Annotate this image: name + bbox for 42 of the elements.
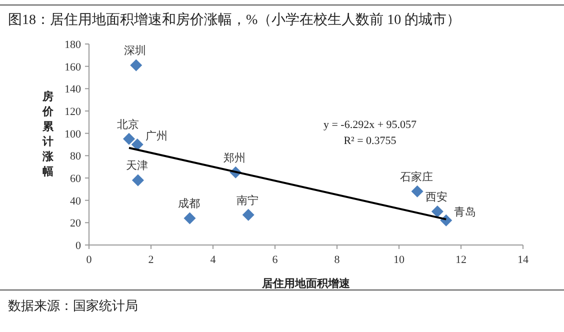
y-tick-label: 0 [76,240,82,252]
annotation: y = -6.292x + 95.057 [323,119,418,131]
x-tick-label: 10 [394,254,405,266]
annotation: 深圳 [124,44,146,58]
annotation: 广州 [145,130,168,142]
y-tick-label: 100 [64,128,82,140]
annotation: 南宁 [236,194,258,207]
x-tick-label: 6 [272,254,278,266]
annotation: 郑州 [224,151,246,164]
y-tick-label: 80 [70,150,82,163]
annotation: 北京 [116,118,139,131]
y-tick-label: 20 [70,218,82,230]
annotation: 成都 [178,197,200,210]
x-tick-label: 2 [148,254,154,266]
point [242,208,254,221]
y-axis-title: 房价累计涨幅 [42,90,54,178]
point [411,185,424,198]
chart-title: 图18：居住用地面积增速和房价涨幅，%（小学在校生人数前 10 的城市） [8,12,461,28]
y-tick-label: 120 [64,106,82,118]
annotation: 西安 [425,190,448,204]
annotation: R² = 0.3755 [344,135,397,147]
y-tick-label: 40 [70,195,82,208]
point [131,138,144,150]
point [431,206,444,218]
annotation: 青岛 [454,205,476,218]
y-tick-label: 180 [64,39,82,51]
x-tick-label: 4 [210,254,216,266]
annotation: 石家庄 [400,170,433,184]
x-tick-label: 14 [518,254,529,266]
point [184,212,196,224]
y-tick-label: 140 [64,84,82,96]
point [132,174,144,186]
point [130,59,142,72]
y-tick-label: 60 [70,173,82,185]
annotation: 天津 [126,159,148,172]
point [122,132,135,145]
x-tick-label: 0 [86,254,92,266]
x-axis-title: 居住用地面积增速 [261,277,351,290]
x-tick-label: 12 [456,254,466,266]
source-note: 数据来源：国家统计局 [8,298,138,313]
y-tick-label: 160 [64,61,82,74]
x-tick-label: 8 [334,254,340,266]
